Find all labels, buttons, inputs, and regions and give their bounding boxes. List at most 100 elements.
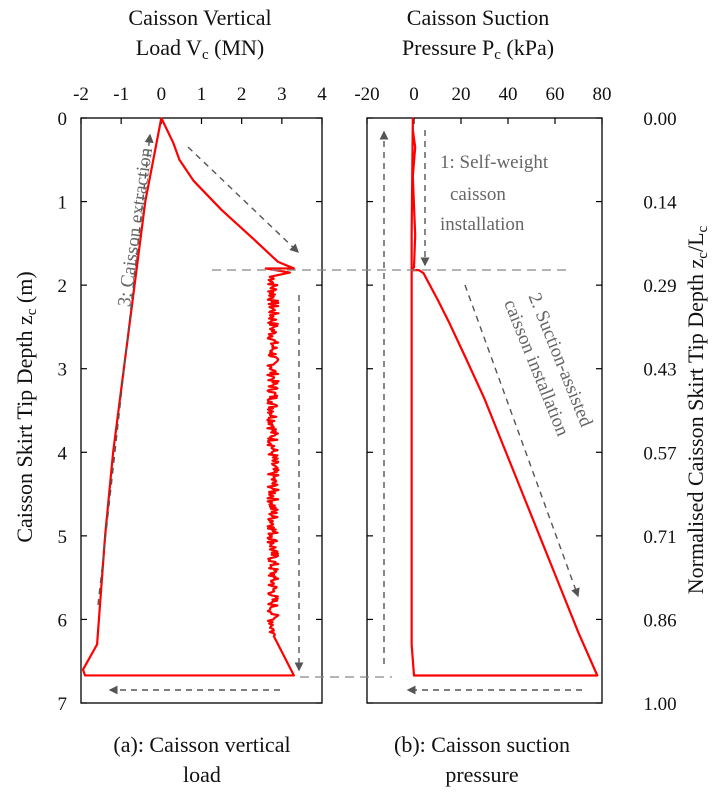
panel-a-data-point: [276, 395, 278, 397]
panel-a-data-point: [269, 572, 272, 575]
panel-b-data-point: [502, 444, 505, 447]
panel-a-data-point: [276, 347, 278, 349]
y-right-tick-label: 0.43: [643, 360, 676, 381]
panel-a-data-point: [172, 142, 174, 144]
panel-a-data-point: [268, 298, 270, 300]
panel-b-data-point: [413, 674, 415, 677]
panel-a-title-line2: Load Vc (MN): [136, 35, 264, 63]
panel-a-data-point: [269, 396, 271, 398]
panel-a-data-point: [271, 446, 273, 448]
panel-a-data-point: [272, 624, 274, 626]
panel-a-data-point: [293, 267, 295, 270]
panel-a-data-point: [273, 526, 275, 529]
panel-a-data-point: [276, 325, 278, 327]
panel-a-data-point: [277, 261, 279, 263]
panel-a-data-point: [271, 594, 273, 597]
panel-a-data-point: [267, 399, 269, 401]
panel-a-data-point: [272, 407, 274, 410]
panel-a-data-point: [277, 312, 280, 314]
panel-a-data-point: [276, 284, 278, 286]
panel-a-data-point: [273, 582, 275, 584]
panel-a-data-point: [267, 337, 269, 340]
panel-a-data-point: [269, 310, 272, 312]
panel-b-title-line1: Caisson Suction: [407, 5, 549, 30]
panel-b-data-point: [417, 269, 420, 271]
panel-a-data-point: [268, 391, 270, 393]
panel-a-data-point: [267, 283, 269, 285]
panel-a-data-point: [271, 344, 273, 346]
y-right-tick-label: 1.00: [643, 694, 676, 715]
panel-a-data-point: [270, 514, 272, 516]
panel-a-data-point: [273, 445, 275, 447]
panel-a-data-point: [274, 477, 276, 479]
panel-a-data-point: [271, 621, 274, 623]
panel-a-data-point: [268, 333, 270, 335]
panel-a-data-point: [277, 300, 279, 302]
panel-a-data-point: [272, 520, 274, 522]
panel-b-data-point: [412, 117, 414, 119]
panel-a-data-point: [268, 423, 270, 425]
panel-a-data-point: [96, 643, 98, 646]
panel-a-series-line: [81, 117, 295, 677]
panel-a-data-point: [277, 597, 279, 600]
panel-a-data-point: [270, 375, 273, 377]
panel-a-data-point: [272, 488, 274, 490]
panel-a-data-point: [271, 536, 273, 538]
panel-a-data-point: [272, 448, 275, 450]
panel-a-data-point: [275, 556, 277, 558]
panel-a-data-point: [269, 506, 271, 508]
panel-a-data-point: [268, 354, 270, 356]
panel-a-data-point: [272, 384, 274, 387]
panel-a-data-point: [275, 596, 277, 599]
panel-b-data-point: [558, 585, 561, 587]
panel-a-data-point: [274, 332, 276, 334]
panel-b-data-point: [427, 281, 429, 283]
panel-a-data-point: [269, 324, 271, 326]
panel-a-data-point: [270, 581, 272, 583]
panel-a-data-point: [268, 593, 270, 595]
panel-a-data-point: [270, 316, 272, 319]
panel-a-data-point: [269, 494, 271, 496]
panel-a-data-point: [112, 451, 114, 453]
panel-a-data-point: [272, 464, 274, 466]
panel-a-data-point: [273, 475, 275, 477]
panel-a-data-point: [270, 437, 273, 439]
panel-a-data-point: [267, 441, 269, 443]
panel-a-data-point: [273, 329, 275, 331]
panel-a-data-point: [268, 418, 270, 420]
panel-b-data-point: [412, 175, 414, 178]
panel-a-data-point: [267, 473, 269, 475]
panel-b-data-point: [422, 272, 425, 274]
panel-a-data-point: [268, 493, 270, 495]
panel-a-data-point: [273, 296, 275, 298]
panel-a-data-point: [276, 509, 279, 511]
y-left-tick-label: 6: [58, 610, 68, 631]
panel-a-data-point: [267, 603, 269, 605]
panel-a-data-point: [269, 287, 272, 289]
panel-b-title-line2: Pressure Pc (kPa): [402, 35, 554, 63]
panel-a-data-point: [271, 602, 273, 604]
panel-a-data-point: [273, 470, 276, 472]
panel-a-data-point: [268, 503, 271, 506]
panel-a-data-point: [274, 539, 277, 541]
panel-a-data-point: [271, 338, 273, 341]
panel-a-data-point: [144, 200, 146, 203]
panel-a-data-point: [276, 382, 278, 384]
panel-a-data-point: [271, 483, 273, 485]
panel-a-data-point: [84, 674, 86, 677]
panel-a-data-point: [270, 565, 272, 567]
panel-a-data-point: [277, 373, 279, 375]
panel-b-x-tick-label: 20: [452, 84, 471, 105]
panel-a-data-point: [272, 277, 274, 279]
panel-a-data-point: [272, 410, 274, 413]
panel-a-data-point: [276, 550, 278, 553]
panel-a-data-point: [272, 542, 275, 544]
panel-a-data-point: [271, 330, 273, 332]
panel-a-data-point: [272, 424, 274, 426]
panel-b-x-tick-label: 80: [593, 84, 612, 105]
panel-a-data-point: [267, 518, 269, 520]
panel-a-data-point: [269, 436, 271, 438]
panel-a-data-point: [276, 405, 278, 407]
panel-a-data-point: [272, 291, 274, 294]
panel-a-data-point: [273, 510, 275, 512]
